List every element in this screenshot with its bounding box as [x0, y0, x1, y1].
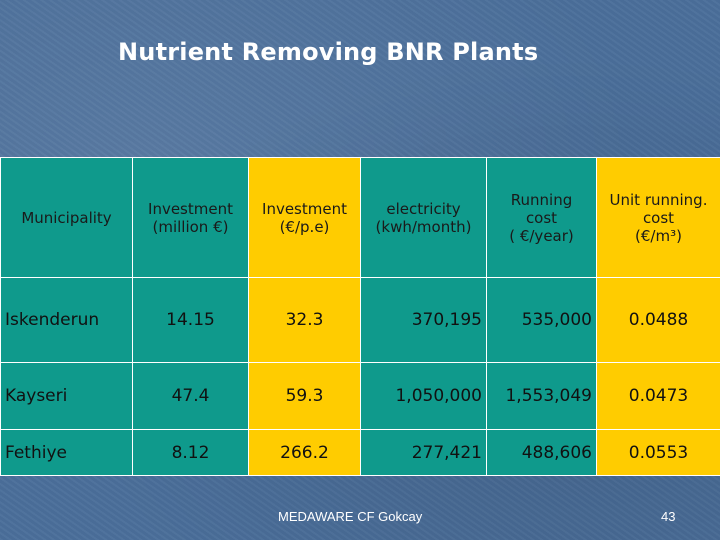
cell-running-cost: 488,606	[486, 429, 597, 476]
cell-unit-cost: 0.0488	[596, 277, 720, 363]
header-unit-running-cost: Unit running. cost (€/m³)	[596, 157, 720, 278]
cell-municipality: Kayseri	[0, 362, 133, 430]
header-running-cost: Running cost ( €/year)	[486, 157, 597, 278]
header-investment-million: Investment (million €)	[132, 157, 249, 278]
cell-investment-million: 8.12	[132, 429, 249, 476]
cell-electricity: 1,050,000	[360, 362, 487, 430]
table-row: Kayseri 47.4 59.3 1,050,000 1,553,049 0.…	[0, 362, 720, 430]
cell-unit-cost: 0.0553	[596, 429, 720, 476]
table-row: Fethiye 8.12 266.2 277,421 488,606 0.055…	[0, 429, 720, 476]
bnr-plants-table: Municipality Investment (million €) Inve…	[0, 157, 720, 476]
slide-footer: MEDAWARE CF Gokcay	[278, 509, 423, 524]
cell-municipality: Iskenderun	[0, 277, 133, 363]
cell-electricity: 277,421	[360, 429, 487, 476]
table-header-row: Municipality Investment (million €) Inve…	[0, 157, 720, 278]
cell-investment-million: 14.15	[132, 277, 249, 363]
cell-running-cost: 1,553,049	[486, 362, 597, 430]
header-investment-pe: Investment (€/p.e)	[248, 157, 361, 278]
cell-unit-cost: 0.0473	[596, 362, 720, 430]
header-municipality: Municipality	[0, 157, 133, 278]
cell-investment-pe: 32.3	[248, 277, 361, 363]
header-electricity: electricity (kwh/month)	[360, 157, 487, 278]
cell-electricity: 370,195	[360, 277, 487, 363]
cell-investment-pe: 266.2	[248, 429, 361, 476]
cell-investment-million: 47.4	[132, 362, 249, 430]
cell-municipality: Fethiye	[0, 429, 133, 476]
page-number: 43	[661, 509, 676, 524]
slide-title: Nutrient Removing BNR Plants	[118, 38, 539, 66]
cell-investment-pe: 59.3	[248, 362, 361, 430]
table-row: Iskenderun 14.15 32.3 370,195 535,000 0.…	[0, 277, 720, 363]
cell-running-cost: 535,000	[486, 277, 597, 363]
